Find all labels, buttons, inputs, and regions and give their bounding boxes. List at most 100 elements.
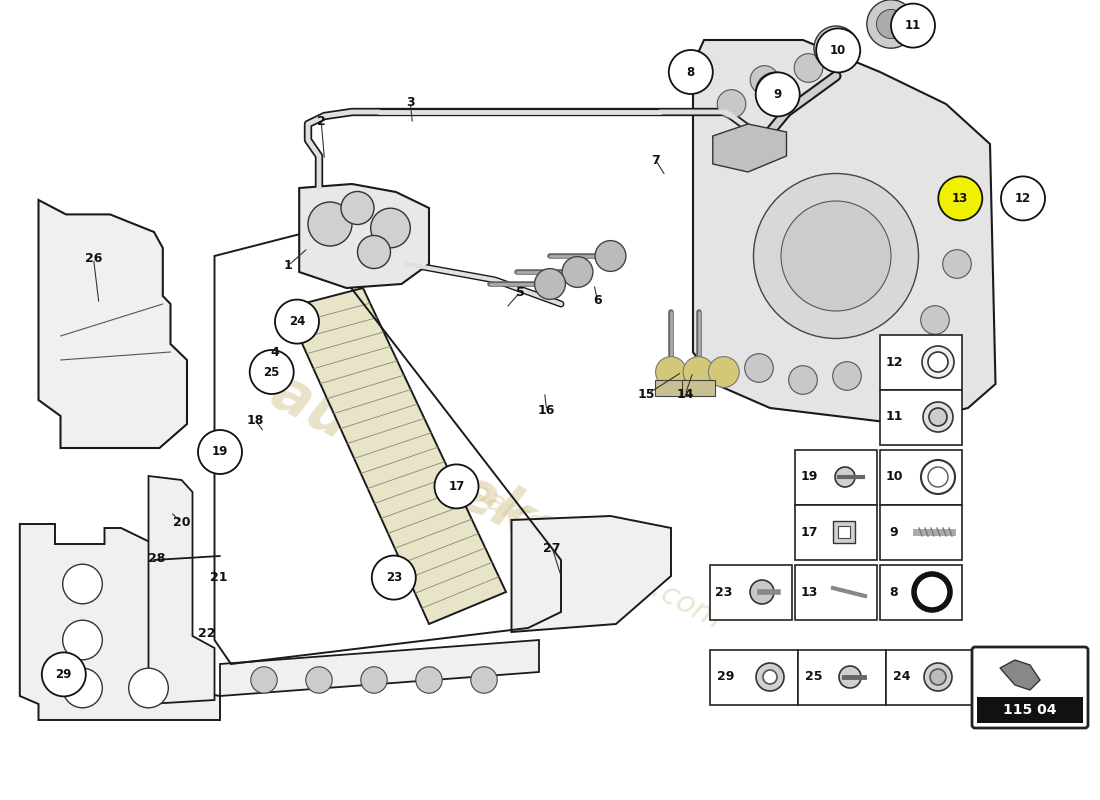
Text: 17: 17 [449, 480, 464, 493]
Text: 9: 9 [890, 526, 899, 538]
Circle shape [708, 357, 739, 387]
Circle shape [535, 269, 565, 299]
Text: 9: 9 [773, 88, 782, 101]
Polygon shape [693, 40, 996, 424]
Polygon shape [512, 516, 671, 632]
Bar [880, 505, 962, 560]
Circle shape [198, 430, 242, 474]
Circle shape [669, 50, 713, 94]
Text: 14: 14 [676, 388, 694, 401]
Bar [880, 335, 962, 390]
Text: 12: 12 [886, 355, 903, 369]
Circle shape [750, 66, 779, 94]
Circle shape [816, 28, 860, 73]
Text: 21: 21 [210, 571, 228, 584]
Circle shape [930, 669, 946, 685]
Circle shape [361, 667, 387, 693]
Circle shape [358, 235, 390, 269]
Circle shape [928, 352, 948, 372]
Circle shape [250, 350, 294, 394]
Text: 22: 22 [198, 627, 216, 640]
Text: 2: 2 [317, 115, 326, 128]
Text: 19: 19 [212, 446, 228, 458]
Text: 12: 12 [1015, 192, 1031, 205]
Text: 8: 8 [890, 586, 899, 598]
Text: 6: 6 [593, 294, 602, 306]
Circle shape [789, 366, 817, 394]
Text: 24: 24 [289, 315, 305, 328]
Polygon shape [1000, 660, 1040, 690]
Bar [838, 526, 850, 538]
Circle shape [888, 346, 916, 374]
Circle shape [924, 663, 952, 691]
Polygon shape [20, 524, 220, 720]
Circle shape [877, 10, 905, 38]
Text: 10: 10 [830, 44, 846, 57]
Text: 7: 7 [651, 154, 660, 166]
Circle shape [745, 354, 773, 382]
Circle shape [938, 176, 982, 221]
Circle shape [471, 667, 497, 693]
Circle shape [434, 464, 478, 509]
Circle shape [839, 666, 861, 688]
Circle shape [930, 408, 947, 426]
Circle shape [943, 250, 971, 278]
Circle shape [914, 574, 950, 610]
Circle shape [750, 580, 774, 604]
Polygon shape [220, 640, 539, 696]
Text: 1: 1 [284, 259, 293, 272]
Text: 20: 20 [173, 516, 190, 529]
Circle shape [754, 174, 918, 338]
Circle shape [833, 362, 861, 390]
Circle shape [63, 564, 102, 604]
Text: 4: 4 [271, 346, 279, 358]
Text: 18: 18 [246, 414, 264, 426]
Bar [795, 450, 877, 505]
Text: 25: 25 [805, 670, 823, 683]
Polygon shape [286, 288, 506, 624]
Text: 8: 8 [686, 66, 695, 78]
Text: 15: 15 [638, 388, 656, 401]
Text: 5: 5 [516, 286, 525, 298]
Circle shape [756, 72, 795, 112]
Circle shape [129, 668, 168, 708]
Bar [682, 380, 715, 396]
Bar [654, 380, 688, 396]
Circle shape [756, 72, 800, 117]
Bar [880, 565, 962, 620]
Circle shape [922, 346, 954, 378]
Text: 13: 13 [953, 192, 968, 205]
Text: 29: 29 [56, 668, 72, 681]
Circle shape [416, 667, 442, 693]
Text: 26: 26 [85, 252, 102, 265]
Text: 25: 25 [264, 366, 279, 378]
Text: automeks: automeks [262, 363, 574, 565]
Text: 29: 29 [717, 670, 735, 683]
Circle shape [835, 467, 855, 487]
Circle shape [923, 402, 953, 432]
Circle shape [562, 257, 593, 287]
Text: 23: 23 [715, 586, 733, 598]
Circle shape [891, 4, 935, 48]
Circle shape [763, 670, 777, 684]
Bar [710, 650, 798, 705]
Circle shape [756, 663, 784, 691]
Circle shape [717, 90, 746, 118]
Text: 11: 11 [886, 410, 903, 423]
Bar [886, 650, 974, 705]
Circle shape [308, 202, 352, 246]
Bar [833, 521, 855, 543]
Circle shape [251, 667, 277, 693]
Text: 28: 28 [147, 552, 165, 565]
Polygon shape [713, 124, 786, 172]
Circle shape [306, 667, 332, 693]
Circle shape [921, 460, 955, 494]
Text: for parts supplier.com: for parts supplier.com [418, 453, 726, 635]
Bar [798, 650, 886, 705]
Text: 16: 16 [538, 404, 556, 417]
Circle shape [341, 191, 374, 225]
Text: 115 04: 115 04 [1003, 703, 1057, 717]
Circle shape [763, 80, 788, 104]
Text: 24: 24 [893, 670, 911, 683]
Text: 27: 27 [543, 542, 561, 554]
